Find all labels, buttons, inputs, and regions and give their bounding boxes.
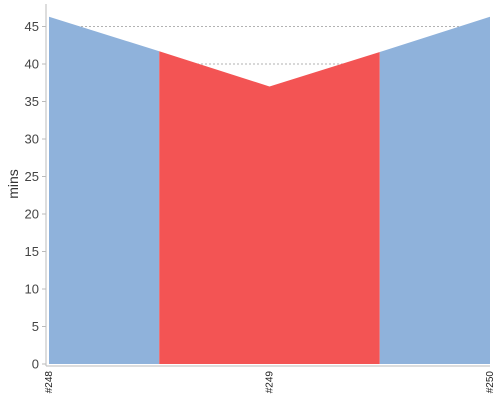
y-tick-label: 0 [32, 357, 39, 372]
y-axis-title: mins [5, 169, 21, 199]
x-tick-label: #249 [265, 371, 276, 394]
y-tick-label: 35 [25, 94, 39, 109]
y-tick-label: 5 [32, 319, 39, 334]
y-tick-label: 15 [25, 244, 39, 259]
x-tick-labels: #248 #249 #250 [44, 371, 496, 394]
area-region-3 [379, 16, 490, 364]
area-region-1 [49, 16, 160, 364]
y-tick-label: 25 [25, 169, 39, 184]
x-tick-label: #248 [44, 371, 55, 394]
x-tick-label: #250 [485, 371, 496, 394]
y-tick-label: 40 [25, 57, 39, 72]
y-tick-label: 30 [25, 132, 39, 147]
y-tick-labels: 0 5 10 15 20 25 30 35 40 45 [25, 19, 46, 372]
y-tick-label: 45 [25, 19, 39, 34]
area-series [49, 16, 490, 364]
y-tick-label: 10 [25, 282, 39, 297]
area-region-2 [159, 51, 380, 364]
y-tick-label: 20 [25, 207, 39, 222]
